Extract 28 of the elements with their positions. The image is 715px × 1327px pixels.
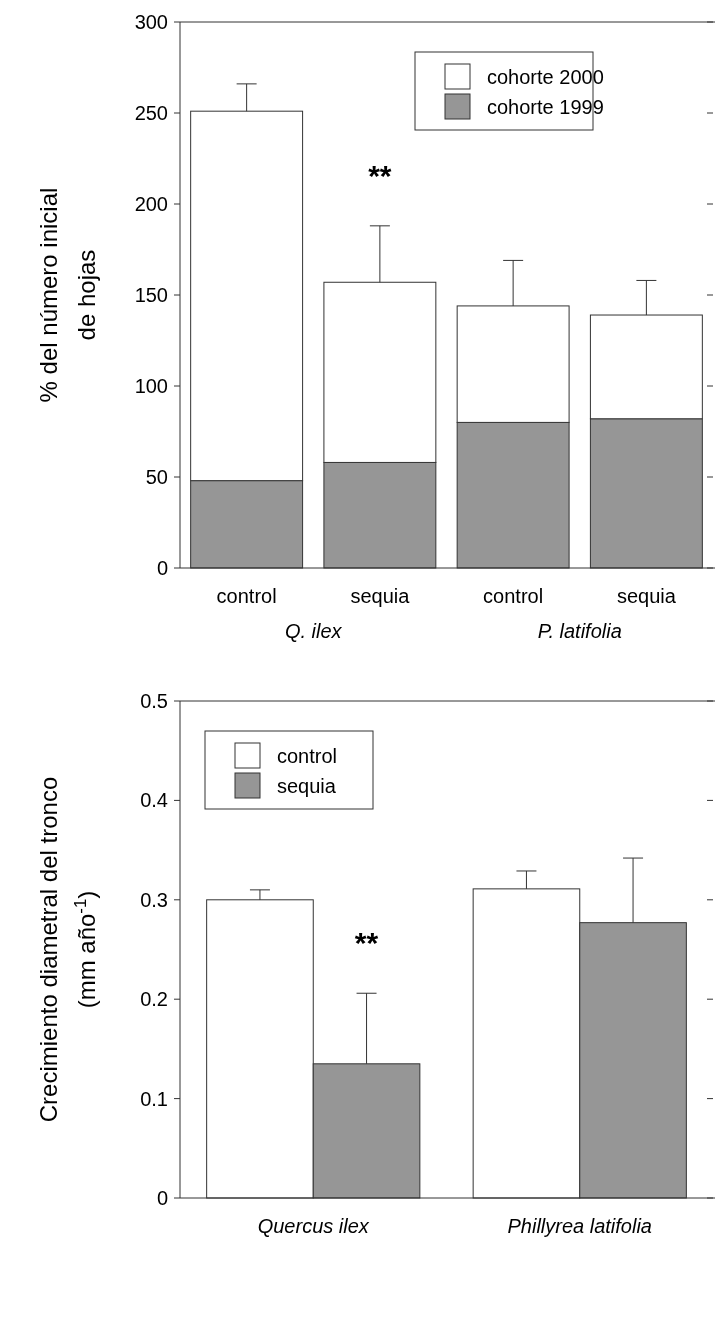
y-tick-label: 300	[134, 11, 168, 33]
x-tick-label: Phillyrea latifolia	[507, 1215, 653, 1237]
x-tick-label: sequia	[350, 585, 411, 607]
y-tick-label: 0.5	[140, 690, 168, 712]
legend-label: cohorte 2000	[487, 66, 604, 88]
y-tick-label: 150	[134, 284, 168, 306]
y-tick-label: 0	[156, 557, 168, 579]
text: Q. ilex	[284, 620, 343, 642]
y-tick-label: 0.1	[140, 1087, 168, 1110]
y-tick-label: 0	[156, 1187, 168, 1209]
x-tick-label: Quercus ilex	[257, 1215, 370, 1237]
x-tick-label: sequia	[616, 585, 677, 607]
y-tick-label: 250	[134, 102, 168, 124]
y-tick-label: 0.4	[140, 789, 168, 812]
legend-label: sequia	[277, 775, 337, 797]
y-tick-label: 50	[145, 466, 168, 488]
annotation: **	[368, 158, 392, 192]
legend-label: cohorte 1999	[487, 96, 604, 118]
annotation: **	[354, 926, 379, 960]
text: P. latifolia	[537, 620, 622, 642]
x-tick-label: control	[216, 585, 277, 607]
legend-label: control	[277, 745, 338, 767]
y-tick-label: 0.3	[140, 888, 168, 911]
y-axis-title: % del número inicial de hojas	[35, 187, 100, 403]
y-tick-label: 0.2	[140, 988, 168, 1011]
y-tick-label: 200	[134, 193, 168, 215]
x-tick-label: control	[483, 585, 544, 607]
y-tick-label: 100	[134, 375, 168, 397]
